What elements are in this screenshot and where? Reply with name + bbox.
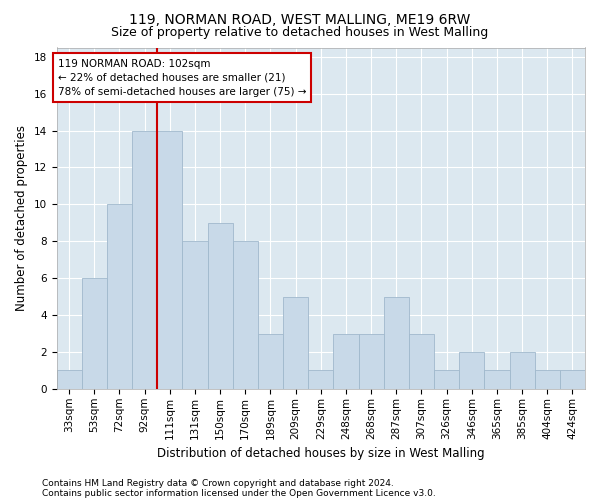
Bar [308, 370, 334, 389]
Bar [157, 130, 182, 389]
Bar [334, 334, 359, 389]
Bar [434, 370, 459, 389]
Bar [132, 130, 157, 389]
Bar [233, 242, 258, 389]
Text: Contains HM Land Registry data © Crown copyright and database right 2024.: Contains HM Land Registry data © Crown c… [42, 478, 394, 488]
Bar [484, 370, 509, 389]
Bar [258, 334, 283, 389]
Bar [459, 352, 484, 389]
Bar [56, 370, 82, 389]
Bar [535, 370, 560, 389]
Text: 119 NORMAN ROAD: 102sqm
← 22% of detached houses are smaller (21)
78% of semi-de: 119 NORMAN ROAD: 102sqm ← 22% of detache… [58, 58, 306, 96]
Text: Contains public sector information licensed under the Open Government Licence v3: Contains public sector information licen… [42, 488, 436, 498]
Bar [509, 352, 535, 389]
Bar [208, 223, 233, 389]
Bar [182, 242, 208, 389]
X-axis label: Distribution of detached houses by size in West Malling: Distribution of detached houses by size … [157, 447, 485, 460]
Bar [82, 278, 107, 389]
Bar [107, 204, 132, 389]
Bar [383, 296, 409, 389]
Bar [359, 334, 383, 389]
Y-axis label: Number of detached properties: Number of detached properties [15, 125, 28, 311]
Bar [283, 296, 308, 389]
Text: Size of property relative to detached houses in West Malling: Size of property relative to detached ho… [112, 26, 488, 39]
Bar [409, 334, 434, 389]
Bar [560, 370, 585, 389]
Text: 119, NORMAN ROAD, WEST MALLING, ME19 6RW: 119, NORMAN ROAD, WEST MALLING, ME19 6RW [130, 12, 470, 26]
